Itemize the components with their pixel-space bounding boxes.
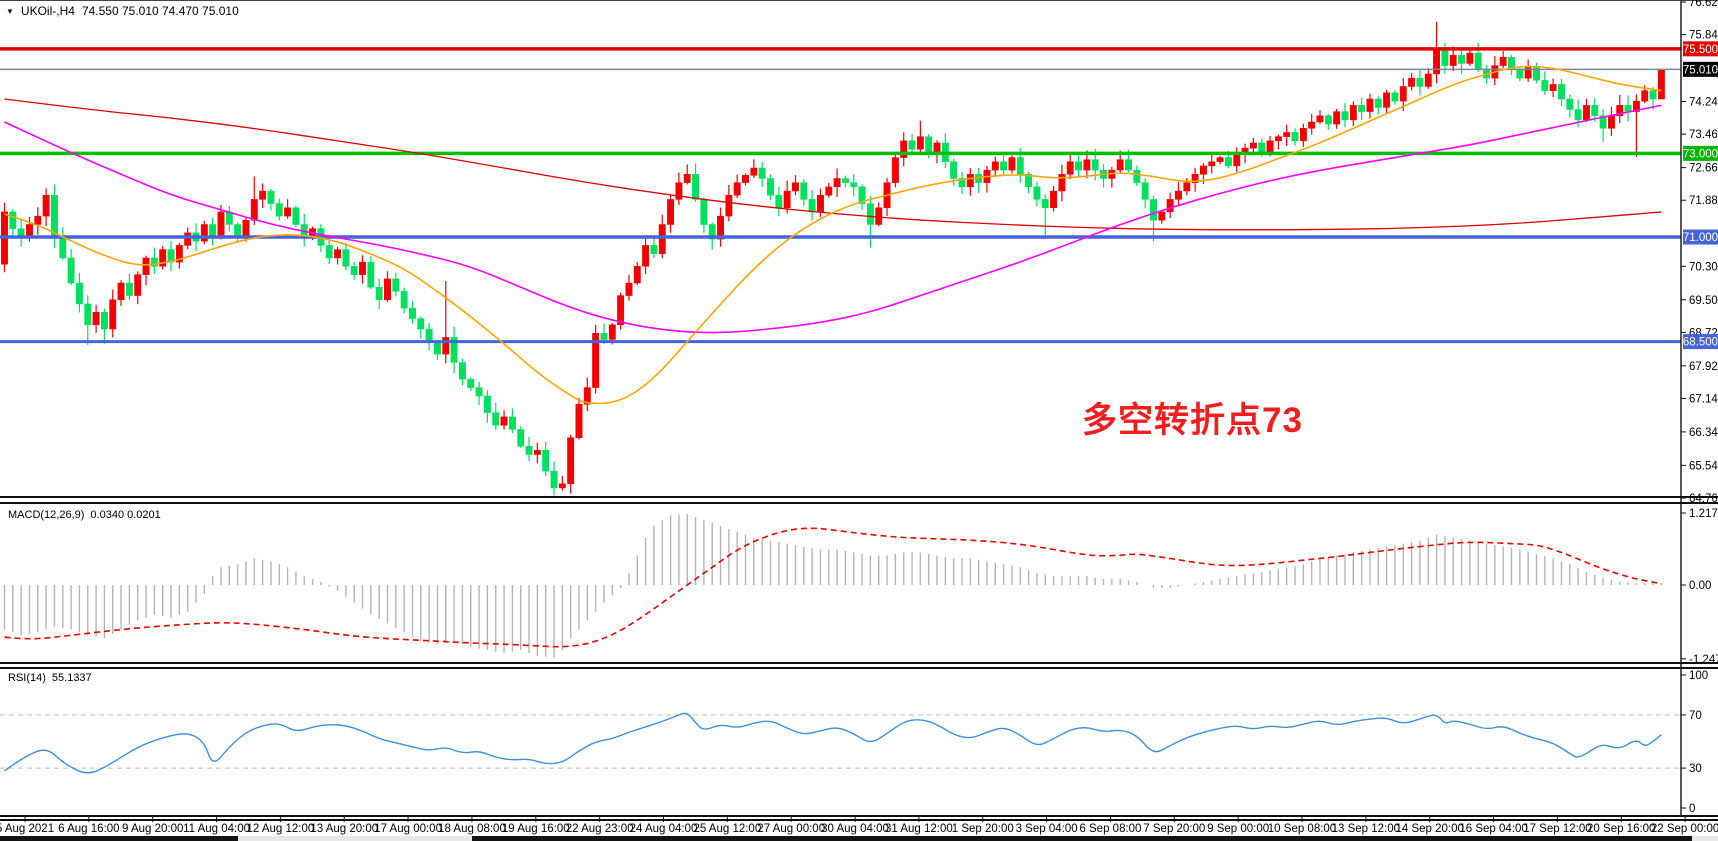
ohlc-values: 74.550 75.010 74.470 75.010 [81, 4, 239, 18]
svg-text:71.880: 71.880 [1689, 195, 1718, 207]
rsi-indicator-label: RSI(14) 55.1337 [8, 672, 92, 684]
macd-name: MACD(12,26,9) [8, 509, 85, 521]
svg-text:73.000: 73.000 [1683, 148, 1718, 160]
svg-text:3 Sep 04:00: 3 Sep 04:00 [1016, 823, 1078, 835]
svg-text:100: 100 [1689, 670, 1708, 682]
svg-text:-1.2479: -1.2479 [1689, 654, 1718, 666]
rsi-value: 55.1337 [51, 672, 92, 684]
macd-signal-line [4, 527, 1662, 648]
svg-text:10 Sep 08:00: 10 Sep 08:00 [1268, 823, 1336, 835]
bottom-strip-segment [0, 836, 238, 841]
svg-text:25 Aug 12:00: 25 Aug 12:00 [693, 823, 761, 835]
svg-text:69.500: 69.500 [1689, 295, 1718, 307]
ma-slow-line [4, 98, 1662, 231]
svg-text:7 Sep 20:00: 7 Sep 20:00 [1143, 823, 1205, 835]
svg-text:1 Sep 20:00: 1 Sep 20:00 [952, 823, 1014, 835]
svg-text:67.140: 67.140 [1689, 393, 1718, 405]
svg-text:14 Sep 20:00: 14 Sep 20:00 [1395, 823, 1463, 835]
svg-text:6 Aug 16:00: 6 Aug 16:00 [58, 823, 119, 835]
svg-text:18 Aug 08:00: 18 Aug 08:00 [438, 823, 506, 835]
svg-text:17 Sep 12:00: 17 Sep 12:00 [1523, 823, 1591, 835]
price-badge-75010: 75.010 [1683, 61, 1718, 77]
svg-text:64.760: 64.760 [1689, 493, 1718, 505]
svg-text:20 Sep 16:00: 20 Sep 16:00 [1587, 823, 1655, 835]
svg-text:30: 30 [1689, 763, 1702, 775]
window-top-border [0, 0, 1718, 1]
svg-text:0: 0 [1689, 803, 1695, 815]
date-axis: 5 Aug 2021 6 Aug 16:00 9 Aug 20:00 11 Aug 0… [0, 817, 1718, 835]
symbol-dropdown-icon[interactable]: ▼ [6, 6, 14, 16]
svg-text:75.500: 75.500 [1683, 44, 1718, 56]
svg-text:12 Aug 12:00: 12 Aug 12:00 [247, 823, 315, 835]
svg-text:16 Sep 04:00: 16 Sep 04:00 [1459, 823, 1527, 835]
svg-text:76.620: 76.620 [1689, 0, 1718, 9]
svg-text:66.340: 66.340 [1689, 427, 1718, 439]
svg-text:22 Sep 00:00: 22 Sep 00:00 [1651, 823, 1718, 835]
rsi-name: RSI(14) [8, 672, 46, 684]
svg-text:27 Aug 00:00: 27 Aug 00:00 [757, 823, 825, 835]
svg-text:31 Aug 12:00: 31 Aug 12:00 [885, 823, 953, 835]
svg-text:1.2172: 1.2172 [1689, 508, 1718, 520]
chart-title: ▼ UKOil-,H4 74.550 75.010 74.470 75.010 [6, 4, 239, 18]
macd-histogram [3, 514, 1663, 658]
svg-text:75.010: 75.010 [1683, 64, 1718, 76]
svg-text:5 Aug 2021: 5 Aug 2021 [0, 823, 54, 835]
svg-text:68.500: 68.500 [1683, 337, 1718, 349]
svg-text:22 Aug 23:00: 22 Aug 23:00 [566, 823, 634, 835]
rsi-line [4, 712, 1662, 774]
svg-text:9 Aug 20:00: 9 Aug 20:00 [122, 823, 183, 835]
macd-indicator-label: MACD(12,26,9) 0.0340 0.0201 [8, 509, 161, 521]
annotation-text: 多空转折点73 [1082, 401, 1303, 440]
price-badge-71000: 71.000 [1683, 229, 1718, 245]
macd-values: 0.0340 0.0201 [90, 509, 161, 521]
ma-fast-line [4, 65, 1662, 405]
rsi-layer [0, 712, 1681, 774]
svg-text:24 Aug 04:00: 24 Aug 04:00 [630, 823, 698, 835]
svg-text:72.660: 72.660 [1689, 163, 1718, 175]
svg-text:0.00: 0.00 [1689, 580, 1711, 592]
svg-text:19 Aug 16:00: 19 Aug 16:00 [502, 823, 570, 835]
price-badge-75500: 75.500 [1683, 41, 1718, 57]
svg-text:30 Aug 04:00: 30 Aug 04:00 [821, 823, 889, 835]
svg-text:75.840: 75.840 [1689, 30, 1718, 42]
price-axis: 76.620 75.840 74.240 73.460 72.660 71.880 70.3… [1680, 0, 1718, 817]
svg-text:13 Sep 12:00: 13 Sep 12:00 [1332, 823, 1400, 835]
svg-text:71.000: 71.000 [1683, 232, 1718, 244]
svg-text:70: 70 [1689, 710, 1702, 722]
svg-text:11 Aug 04:00: 11 Aug 04:00 [183, 823, 250, 835]
symbol-label: UKOil-,H4 [20, 4, 75, 18]
bottom-strip [0, 836, 1718, 841]
svg-text:13 Aug 20:00: 13 Aug 20:00 [310, 823, 378, 835]
bottom-strip-segment [472, 836, 1692, 841]
price-badge-73000: 73.000 [1683, 145, 1718, 161]
price-badges: 75.500 75.010 73.000 71.000 68.500 [1683, 41, 1718, 350]
svg-text:17 Aug 00:00: 17 Aug 00:00 [374, 823, 442, 835]
panel-separators [0, 496, 1718, 821]
svg-text:9 Sep 00:00: 9 Sep 00:00 [1207, 823, 1269, 835]
price-badge-68500: 68.500 [1683, 334, 1718, 350]
candles-layer [1, 21, 1665, 496]
svg-text:74.240: 74.240 [1689, 97, 1718, 109]
svg-text:65.540: 65.540 [1689, 460, 1718, 472]
ma-mid-line [4, 104, 1662, 334]
price-lines-layer [0, 47, 1681, 344]
svg-text:70.300: 70.300 [1689, 261, 1718, 273]
svg-text:67.920: 67.920 [1689, 361, 1718, 373]
svg-text:73.460: 73.460 [1689, 129, 1718, 141]
svg-text:6 Sep 08:00: 6 Sep 08:00 [1079, 823, 1141, 835]
